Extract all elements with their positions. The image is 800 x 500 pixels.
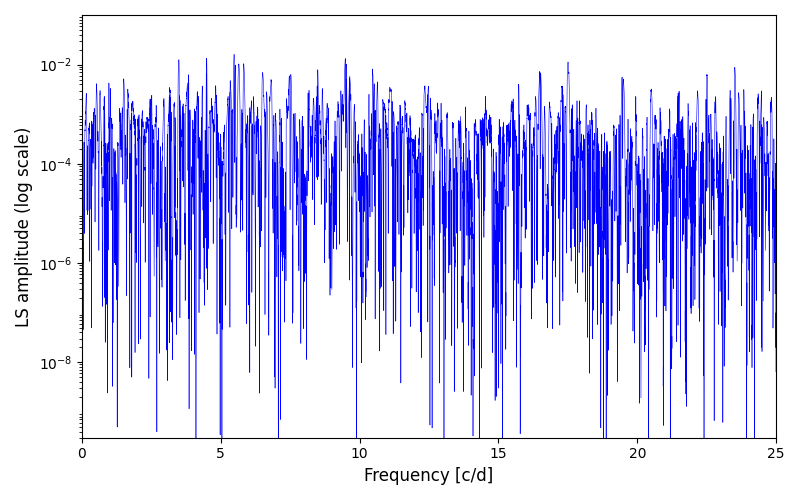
X-axis label: Frequency [c/d]: Frequency [c/d] — [364, 467, 494, 485]
Y-axis label: LS amplitude (log scale): LS amplitude (log scale) — [15, 126, 33, 326]
